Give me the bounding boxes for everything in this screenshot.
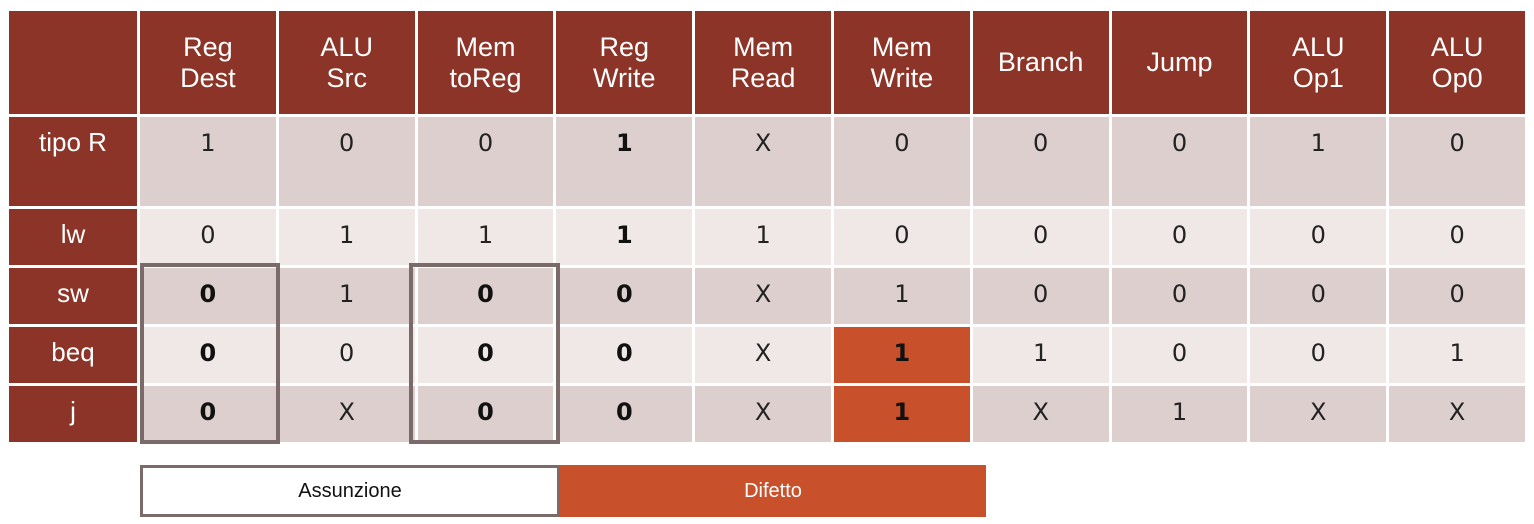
table-cell: 1	[278, 268, 415, 324]
col-header-regwrite: Reg Write	[556, 11, 693, 114]
table-cell: 0	[417, 386, 554, 442]
table-cell: 1	[1389, 327, 1525, 383]
table-row-lw: lw 0 1 1 1 1 0 0 0 0 0	[9, 209, 1525, 265]
row-label: j	[9, 386, 137, 442]
table-cell: 0	[278, 327, 415, 383]
row-label: tipo R	[9, 117, 137, 206]
table-cell: 0	[972, 209, 1109, 265]
table-cell: X	[1389, 386, 1525, 442]
table-cell: 0	[417, 117, 554, 206]
table-cell: 0	[1111, 117, 1248, 206]
table-cell: 1	[972, 327, 1109, 383]
col-header-memtoreg: Mem toReg	[417, 11, 554, 114]
table-cell: 1	[278, 209, 415, 265]
table-cell: 0	[833, 117, 970, 206]
table-cell: X	[278, 386, 415, 442]
table-cell: 0	[1389, 268, 1525, 324]
header-row: Reg Dest ALU Src Mem toReg Reg Write Mem Read…	[9, 11, 1525, 114]
table-cell: 0	[140, 327, 276, 383]
row-label: beq	[9, 327, 137, 383]
table-cell: X	[695, 268, 831, 324]
table-cell: 0	[417, 268, 554, 324]
col-header-memread: Mem Read	[695, 11, 831, 114]
table-row-beq: beq 0 0 0 0 X 1 1 0 0 1	[9, 327, 1525, 383]
table-cell: X	[1250, 386, 1387, 442]
table-cell: 0	[833, 209, 970, 265]
table-row-j: j 0 X 0 0 X 1 X 1 X X	[9, 386, 1525, 442]
table-cell: 1	[833, 268, 970, 324]
col-header-jump: Jump	[1111, 11, 1248, 114]
table-cell: 0	[140, 209, 276, 265]
table-cell: X	[695, 327, 831, 383]
table-cell: 1	[1250, 117, 1387, 206]
table-cell: X	[695, 386, 831, 442]
table-cell: 1	[695, 209, 831, 265]
table-cell: 0	[556, 386, 693, 442]
table-cell: 0	[1389, 117, 1525, 206]
table-row-sw: sw 0 1 0 0 X 1 0 0 0 0	[9, 268, 1525, 324]
table-cell: 0	[278, 117, 415, 206]
table-cell-difetto: 1	[833, 327, 970, 383]
table-cell: 0	[556, 327, 693, 383]
control-signals-table: Reg Dest ALU Src Mem toReg Reg Write Mem Read…	[6, 8, 1528, 445]
corner-cell	[9, 11, 137, 114]
legend-assunzione: Assunzione	[140, 465, 560, 517]
col-header-regdest: Reg Dest	[140, 11, 276, 114]
table-cell: 0	[972, 268, 1109, 324]
table-cell: X	[695, 117, 831, 206]
table-cell: 1	[556, 209, 693, 265]
col-header-aluop1: ALU Op1	[1250, 11, 1387, 114]
table-cell-difetto: 1	[833, 386, 970, 442]
table-cell: X	[972, 386, 1109, 442]
table-cell: 0	[140, 386, 276, 442]
table-cell: 0	[417, 327, 554, 383]
legend-assunzione-label: Assunzione	[298, 479, 402, 502]
col-header-branch: Branch	[972, 11, 1109, 114]
table-cell: 0	[1250, 268, 1387, 324]
table-cell: 0	[140, 268, 276, 324]
table-cell: 0	[1111, 327, 1248, 383]
col-header-memwrite: Mem Write	[833, 11, 970, 114]
table-cell: 1	[417, 209, 554, 265]
table-cell: 0	[972, 117, 1109, 206]
legend-difetto-label: Difetto	[744, 479, 802, 502]
table-cell: 0	[1250, 327, 1387, 383]
col-header-alusrc: ALU Src	[278, 11, 415, 114]
table-cell: 0	[1250, 209, 1387, 265]
table-row-tipo-r: tipo R 1 0 0 1 X 0 0 0 1 0	[9, 117, 1525, 206]
row-label: sw	[9, 268, 137, 324]
row-label: lw	[9, 209, 137, 265]
table-cell: 0	[1389, 209, 1525, 265]
table-cell: 1	[140, 117, 276, 206]
legend-difetto: Difetto	[560, 465, 986, 517]
table-cell: 0	[556, 268, 693, 324]
table-cell: 0	[1111, 209, 1248, 265]
table-cell: 1	[1111, 386, 1248, 442]
table-cell: 0	[1111, 268, 1248, 324]
table-cell: 1	[556, 117, 693, 206]
col-header-aluop0: ALU Op0	[1389, 11, 1525, 114]
